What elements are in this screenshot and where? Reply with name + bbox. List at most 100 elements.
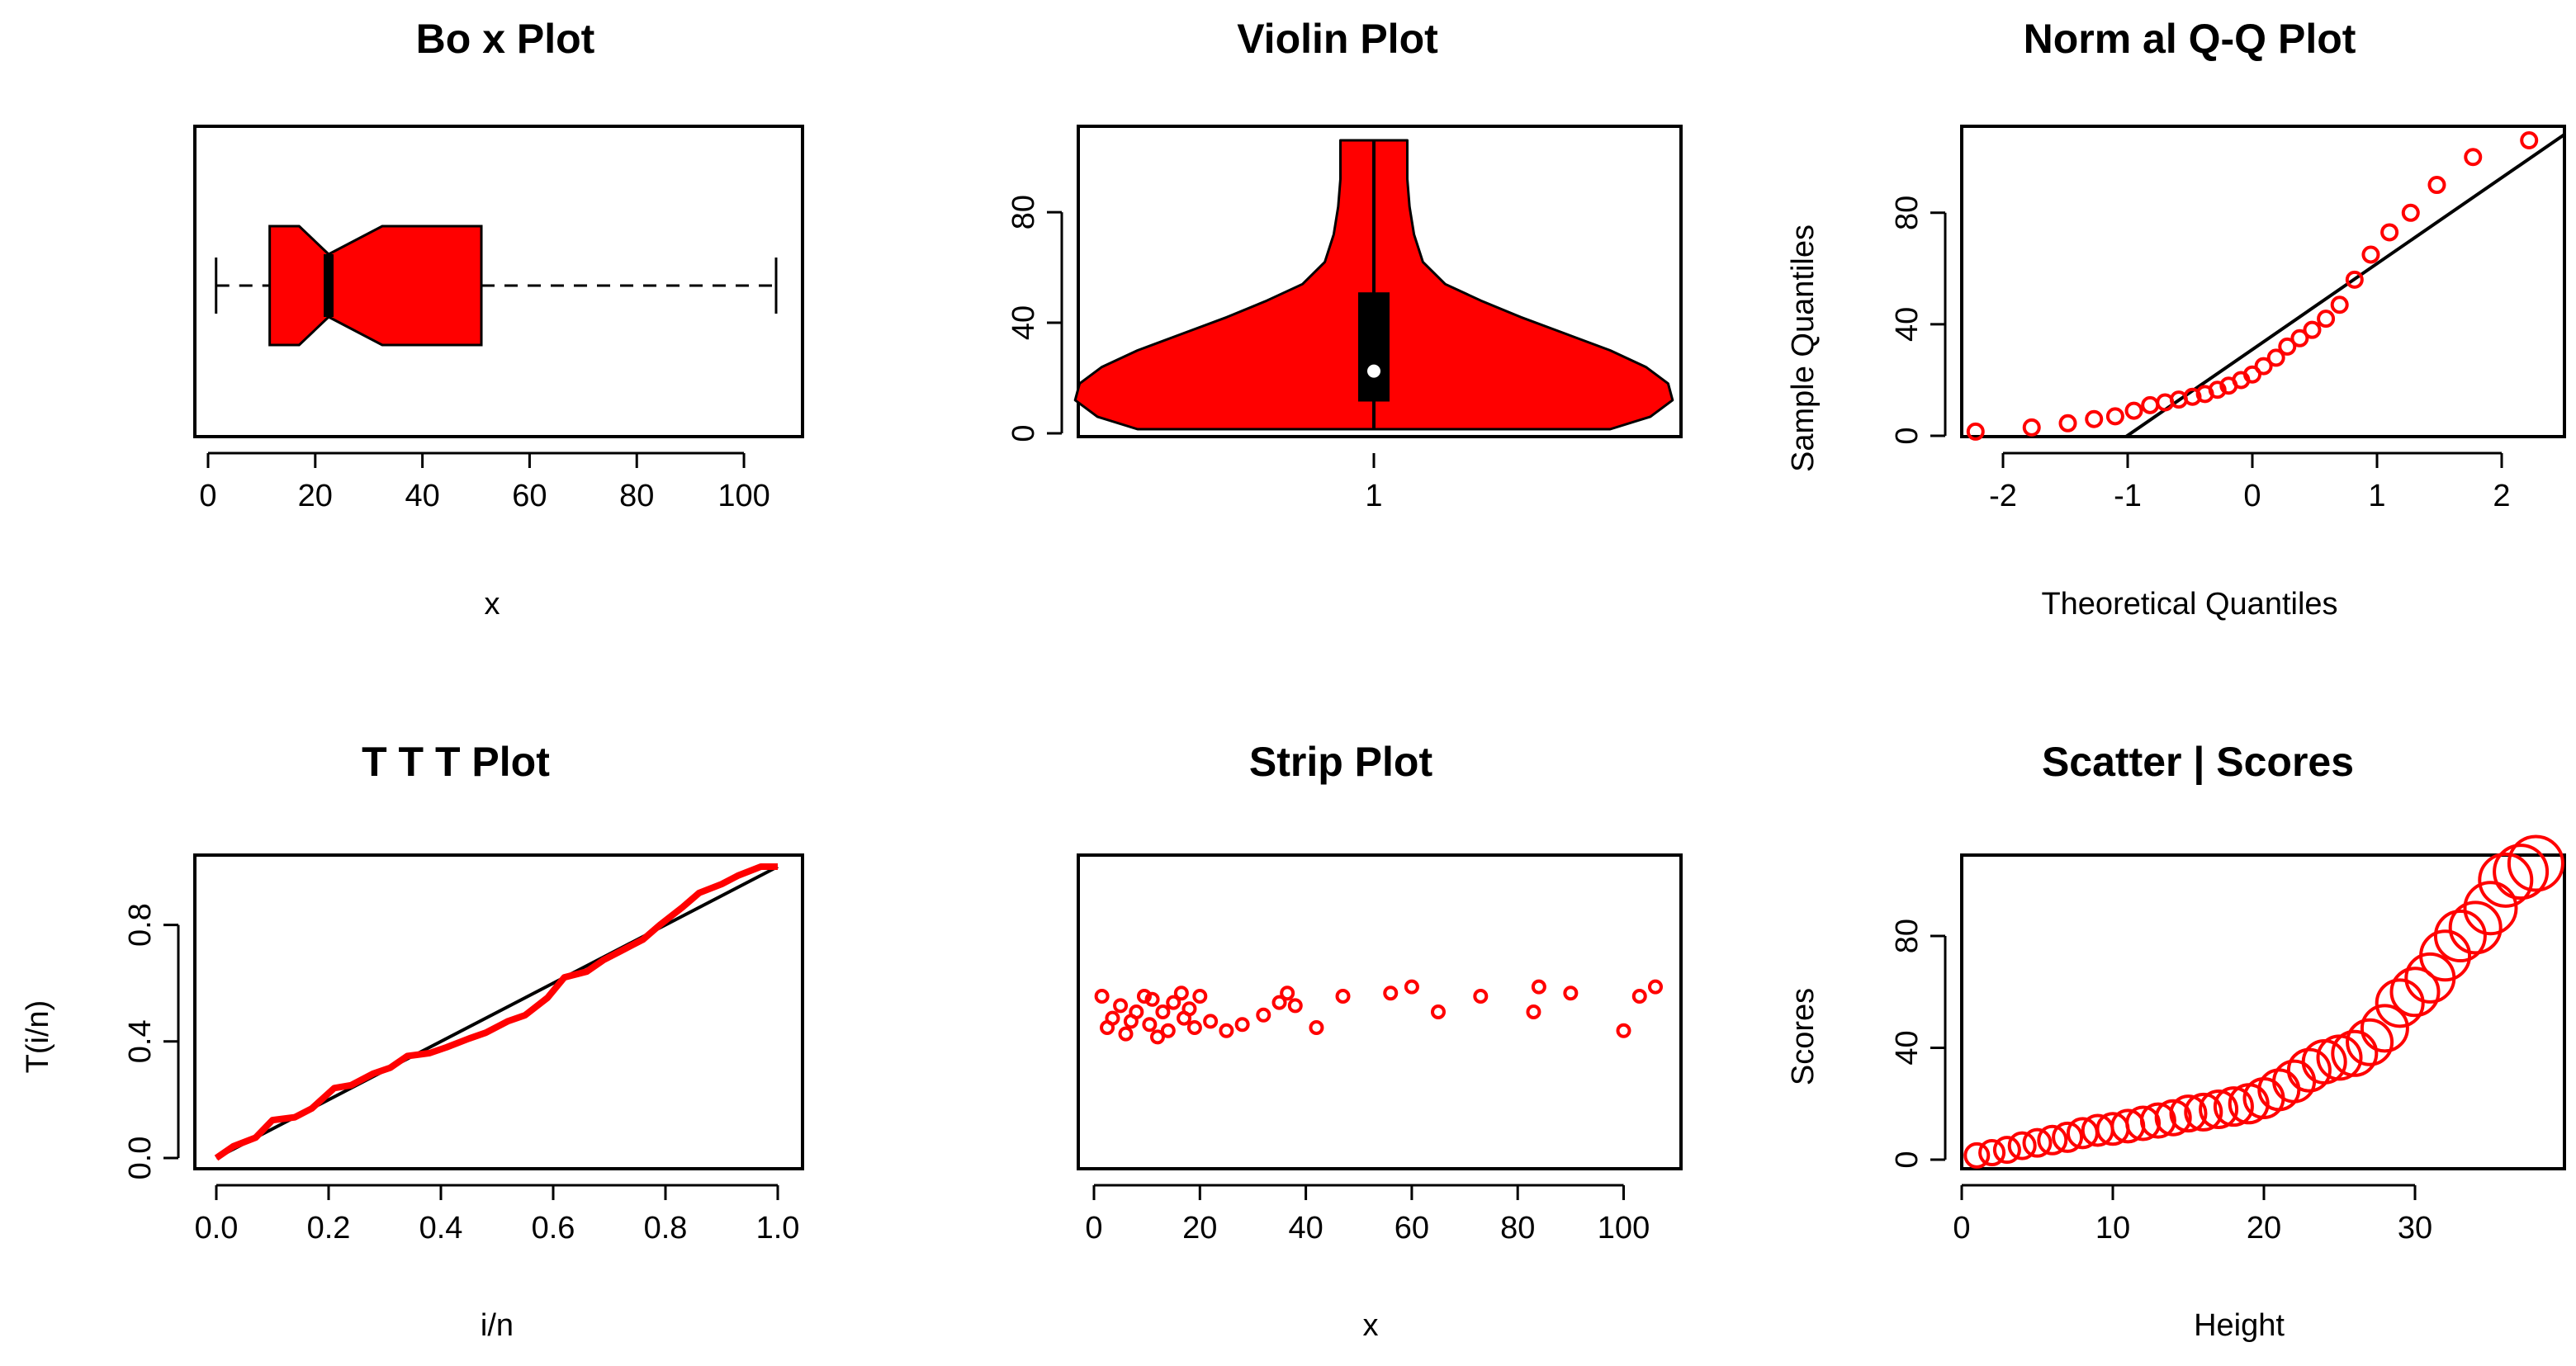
strip-point	[1280, 986, 1295, 1001]
strip-point	[1526, 1004, 1541, 1019]
qq-point	[2266, 348, 2285, 367]
ttt-plot-frame	[193, 853, 804, 1170]
strip-point	[1181, 1001, 1197, 1017]
qq-point	[2317, 310, 2336, 329]
scatter-point	[2493, 844, 2550, 900]
strip-plot-x-tick-label: 80	[1500, 1211, 1535, 1245]
ttt-plot-y-tick-label: 0.4	[123, 1019, 158, 1063]
box-plot-marks	[215, 225, 778, 347]
qq-point	[2464, 148, 2483, 167]
ttt-plot-x-axis: 0.0 0.2 0.4 0.6 0.8 1.0	[195, 1184, 800, 1245]
box-plot-x-tick-label: 40	[405, 479, 439, 513]
strip-point	[1219, 1023, 1234, 1038]
strip-plot-panel: Strip Plot 0 20 40 60 80 100 x	[1077, 739, 1683, 1343]
scatter-point	[2331, 1029, 2379, 1077]
strip-point	[1149, 1029, 1165, 1045]
qq-point	[2243, 365, 2261, 384]
box-plot-x-tick-label: 100	[717, 479, 769, 513]
ttt-plot-y-tick-label: 0.0	[123, 1137, 158, 1180]
ttt-plot-x-tick-label: 1.0	[756, 1211, 800, 1245]
scatter-point	[2389, 967, 2441, 1018]
qq-plot-frame	[1960, 125, 2566, 438]
qq-plot-y-axis: 0 40 80	[1890, 196, 1947, 445]
qq-plot-x-tick-label: 0	[2243, 479, 2261, 513]
qq-point	[2361, 245, 2380, 264]
ttt-plot-y-tick-label: 0.8	[123, 903, 158, 947]
strip-point	[1105, 1010, 1120, 1026]
strip-point	[1563, 986, 1579, 1001]
strip-plot-x-tick-label: 100	[1598, 1211, 1650, 1245]
qq-point	[2254, 357, 2273, 376]
strip-point	[1430, 1004, 1446, 1019]
scatter-point	[2346, 1018, 2394, 1066]
strip-point	[1287, 998, 1303, 1014]
qq-point	[2345, 270, 2364, 289]
violin-median	[1367, 364, 1380, 378]
strip-point	[1234, 1017, 1250, 1033]
scatter-point	[1992, 1136, 2021, 1165]
qq-plot-x-tick-label: -1	[2114, 479, 2142, 513]
ttt-plot-marks	[214, 863, 779, 1161]
violin-box	[1358, 292, 1390, 402]
scatter-point	[2139, 1102, 2176, 1139]
qq-point	[2124, 401, 2143, 420]
scatter-plot-y-tick-label: 40	[1890, 1030, 1925, 1065]
qq-point	[2278, 337, 2297, 356]
scatter-plot-x-tick-label: 0	[1953, 1211, 1970, 1245]
ttt-curve	[214, 863, 778, 1161]
strip-point	[1118, 1026, 1134, 1042]
scatter-plot-frame	[1960, 853, 2566, 1170]
strip-plot-frame	[1077, 853, 1683, 1170]
ttt-plot-x-tick-label: 0.6	[532, 1211, 575, 1245]
strip-point	[1383, 986, 1399, 1001]
scatter-point	[2419, 929, 2472, 982]
scatter-plot-x-label: Height	[2194, 1308, 2285, 1343]
box-body	[268, 225, 483, 347]
scatter-plot-y-label: Scores	[1786, 988, 1821, 1085]
qq-plot-y-label: Sample Quantiles	[1786, 225, 1821, 472]
strip-point	[1155, 1004, 1171, 1019]
strip-point	[1136, 989, 1152, 1004]
strip-plot-x-tick-label: 40	[1288, 1211, 1323, 1245]
scatter-plot-y-axis: 0 40 80	[1890, 919, 1947, 1169]
ttt-plot-x-tick-label: 0.8	[644, 1211, 688, 1245]
scatter-point	[2433, 910, 2487, 963]
scatter-point	[1963, 1141, 1991, 1169]
scatter-point	[1978, 1139, 2006, 1167]
strip-plot-x-axis: 0 20 40 60 80 100	[1085, 1184, 1650, 1245]
strip-point	[1192, 989, 1208, 1004]
violin-plot-y-axis: 0 40 80	[1006, 195, 1063, 442]
qq-point	[2380, 223, 2399, 242]
scatter-point	[2154, 1099, 2192, 1137]
strip-point	[1309, 1020, 1324, 1035]
scatter-point	[2360, 1004, 2409, 1053]
scatter-point	[2301, 1038, 2347, 1085]
ttt-plot-x-tick-label: 0.4	[419, 1211, 463, 1245]
scatter-point	[2184, 1092, 2223, 1132]
violin-plot-x-axis: 1	[1365, 453, 1383, 513]
strip-point	[1160, 1023, 1176, 1038]
scatter-point	[2213, 1086, 2254, 1127]
scatter-point	[2448, 900, 2503, 955]
strip-plot-marks	[1094, 979, 1663, 1045]
scatter-plot-y-tick-label: 80	[1890, 919, 1925, 953]
strip-point	[1173, 986, 1189, 1001]
box-plot-x-tick-label: 20	[298, 479, 333, 513]
strip-point	[1404, 979, 1419, 995]
violin-plot-x-tick-label: 1	[1365, 479, 1382, 513]
qq-point	[2520, 131, 2539, 149]
qq-plot-marks	[1966, 131, 2564, 441]
scatter-plot-x-tick-label: 10	[2095, 1211, 2130, 1245]
strip-point	[1203, 1014, 1219, 1029]
violin-plot-frame	[1077, 125, 1683, 438]
qq-plot-x-label: Theoretical Quantiles	[2041, 587, 2337, 622]
strip-point	[1631, 989, 1647, 1004]
scatter-point	[2404, 952, 2456, 1004]
scatter-point	[2199, 1089, 2239, 1130]
qq-point	[2208, 380, 2227, 399]
strip-point	[1335, 989, 1351, 1004]
strip-point	[1166, 995, 1181, 1010]
qq-point	[2183, 387, 2202, 406]
qq-point	[2058, 414, 2077, 432]
violin-plot-marks	[1073, 139, 1674, 431]
